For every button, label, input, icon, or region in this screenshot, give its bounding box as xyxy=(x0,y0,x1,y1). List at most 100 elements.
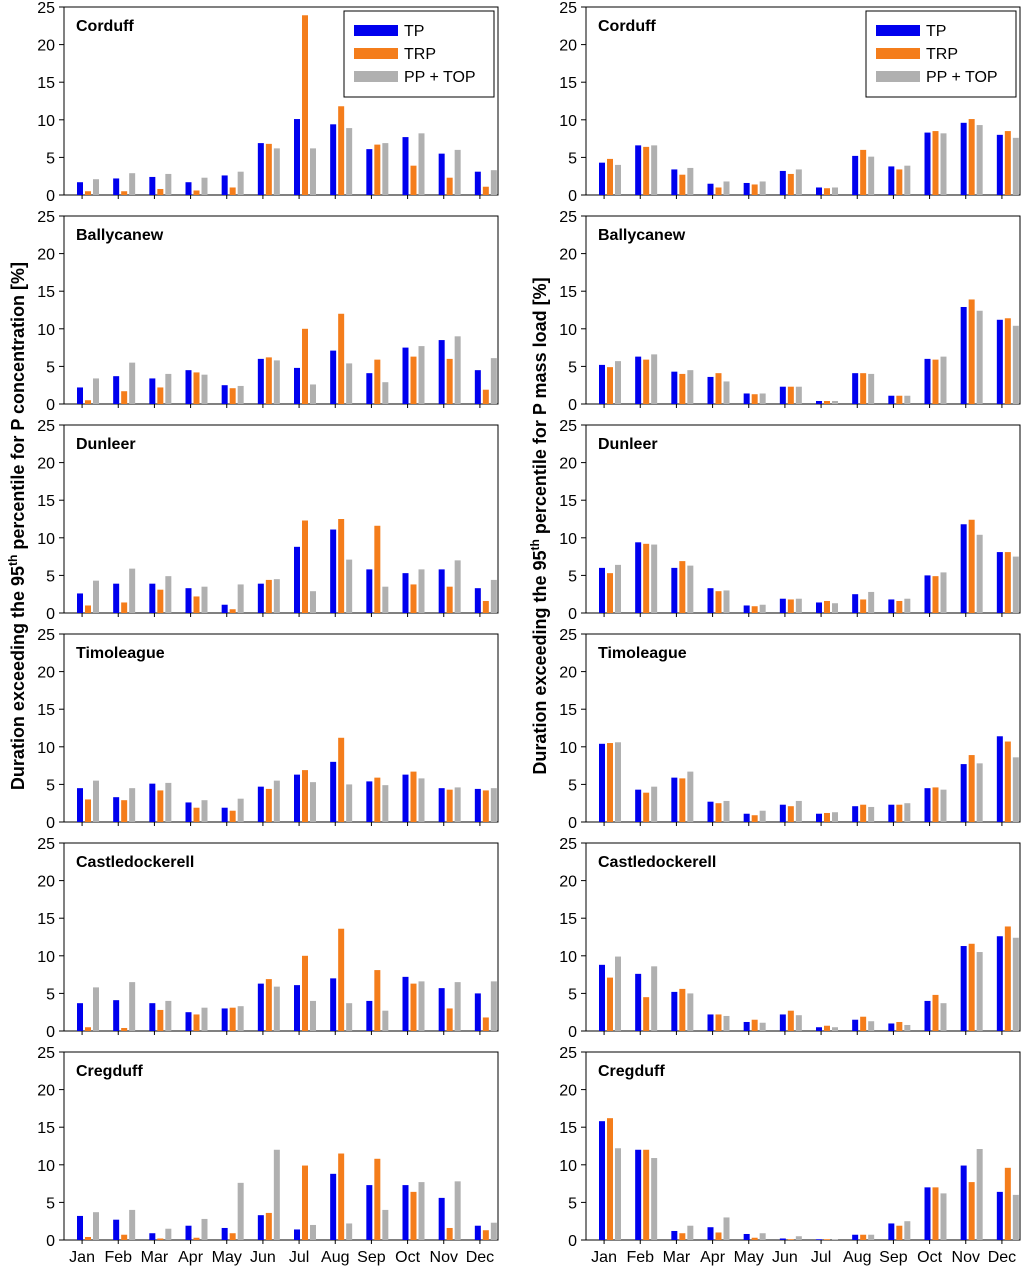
bar-trp-dec xyxy=(1004,1167,1011,1240)
bar-trp-oct xyxy=(932,359,939,404)
bar-tp-feb xyxy=(113,797,120,822)
bar-pptop-dec xyxy=(490,981,497,1031)
bar-tp-mar xyxy=(149,378,156,404)
bar-trp-nov xyxy=(968,519,975,613)
bar-pptop-dec xyxy=(1012,325,1019,404)
bar-pptop-apr xyxy=(201,374,208,404)
y-tick-label: 5 xyxy=(568,986,577,1003)
bar-trp-nov xyxy=(446,1227,453,1240)
bar-pptop-jun xyxy=(795,800,802,822)
bar-trp-dec xyxy=(482,790,489,822)
y-tick-label: 20 xyxy=(37,38,55,55)
bar-tp-jun xyxy=(779,170,786,195)
legend-label: TRP xyxy=(926,46,958,63)
y-tick-label: 15 xyxy=(37,702,55,719)
bar-trp-may xyxy=(751,184,758,195)
bar-trp-jan xyxy=(85,400,91,404)
y-tick-label: 10 xyxy=(37,113,55,130)
bar-pptop-feb xyxy=(129,1209,136,1240)
bar-pptop-nov xyxy=(976,763,983,822)
bar-tp-apr xyxy=(707,1014,714,1031)
legend: TP TRP PP + TOP xyxy=(865,10,1017,98)
bar-tp-oct xyxy=(924,358,931,404)
bar-trp-dec xyxy=(1004,552,1011,613)
bar-trp-apr xyxy=(193,190,200,195)
bar-pptop-aug xyxy=(346,1223,353,1240)
y-tick-label: 10 xyxy=(559,949,577,966)
bar-tp-mar xyxy=(671,777,678,822)
bar-trp-jul xyxy=(824,1239,830,1240)
bar-pptop-jun xyxy=(273,360,280,404)
bar-pptop-oct xyxy=(940,789,947,822)
legend-swatch xyxy=(354,48,398,59)
bar-tp-oct xyxy=(402,774,409,822)
bar-trp-jan xyxy=(607,1118,613,1240)
bar-tp-dec xyxy=(996,134,1003,195)
bar-trp-dec xyxy=(482,186,489,195)
y-tick-label: 25 xyxy=(559,627,577,644)
bar-tp-apr xyxy=(185,802,192,822)
bar-tp-nov xyxy=(960,122,967,195)
bar-tp-may xyxy=(221,385,228,404)
panel-frame xyxy=(63,215,499,405)
bar-pptop-dec xyxy=(1012,137,1019,195)
bar-pptop-jan xyxy=(615,564,621,613)
bar-pptop-nov xyxy=(454,149,461,195)
bar-pptop-aug xyxy=(346,363,353,404)
panel-title: Ballycanew xyxy=(598,227,686,244)
bar-tp-sep xyxy=(366,781,373,822)
bar-trp-sep xyxy=(374,1158,381,1240)
bar-pptop-aug xyxy=(346,1003,353,1031)
bar-pptop-mar xyxy=(165,576,172,613)
bar-tp-mar xyxy=(149,583,156,613)
y-tick-label: 10 xyxy=(559,322,577,339)
y-tick-label: 15 xyxy=(559,75,577,92)
bar-trp-mar xyxy=(679,988,686,1031)
panel-title: Dunleer xyxy=(598,436,658,453)
bar-trp-feb xyxy=(121,1027,128,1031)
y-tick-label: 0 xyxy=(568,1233,577,1250)
bar-trp-nov xyxy=(968,299,975,404)
bar-tp-apr xyxy=(707,183,714,195)
bar-pptop-sep xyxy=(382,586,389,613)
x-tick-label: Dec xyxy=(466,1249,494,1266)
bar-tp-dec xyxy=(474,370,481,404)
y-tick-label: 25 xyxy=(559,0,577,17)
legend-label: TRP xyxy=(404,46,436,63)
bar-trp-oct xyxy=(410,983,417,1031)
y-tick-label: 15 xyxy=(37,75,55,92)
y-tick-label: 20 xyxy=(37,1083,55,1100)
x-tick-label: Nov xyxy=(952,1249,980,1266)
bar-trp-jun xyxy=(787,599,794,613)
legend-label: PP + TOP xyxy=(404,69,476,86)
bar-trp-apr xyxy=(193,596,200,613)
bar-tp-mar xyxy=(671,991,678,1031)
x-tick-label: Jan xyxy=(591,1249,617,1266)
panel-frame xyxy=(63,842,499,1032)
y-tick-label: 0 xyxy=(568,397,577,414)
bar-tp-jul xyxy=(816,187,822,195)
bar-pptop-may xyxy=(759,1233,766,1240)
bar-tp-sep xyxy=(366,569,373,613)
bar-tp-apr xyxy=(185,588,192,613)
bar-tp-apr xyxy=(185,370,192,404)
panel-frame xyxy=(585,215,1021,405)
bar-pptop-may xyxy=(759,604,766,613)
bar-tp-jan xyxy=(77,1003,83,1031)
bar-trp-sep xyxy=(896,804,903,822)
bar-trp-dec xyxy=(1004,131,1011,195)
y-tick-label: 15 xyxy=(37,493,55,510)
x-tick-label: Oct xyxy=(917,1249,942,1266)
bar-pptop-mar xyxy=(687,370,694,404)
bar-pptop-may xyxy=(237,385,244,404)
bar-tp-may xyxy=(743,1233,750,1240)
bar-pptop-oct xyxy=(940,1003,947,1031)
y-tick-label: 25 xyxy=(559,209,577,226)
bar-pptop-feb xyxy=(651,1158,658,1240)
y-tick-label: 5 xyxy=(568,359,577,376)
y-tick-label: 0 xyxy=(46,606,55,623)
bar-trp-mar xyxy=(679,561,686,613)
x-tick-label: Sep xyxy=(879,1249,908,1266)
bar-trp-jun xyxy=(265,1212,272,1240)
bar-tp-mar xyxy=(149,1233,156,1240)
